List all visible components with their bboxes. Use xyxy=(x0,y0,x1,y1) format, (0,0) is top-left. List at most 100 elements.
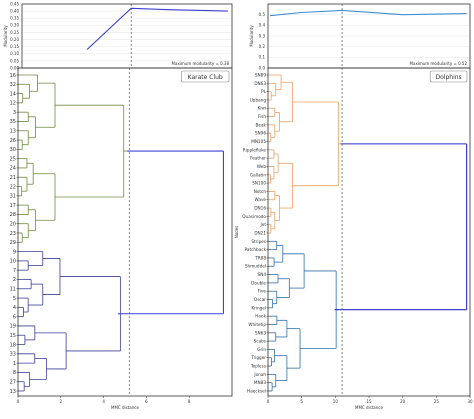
dolphins-dendrogram-leaf-label: Web xyxy=(257,164,266,169)
karate-dendrogram-leaf-label: 20 xyxy=(10,221,16,227)
dolphins-dendrogram-leaf-label: Topless xyxy=(250,364,266,369)
dolphins-dendrogram-ylabel: Nodes xyxy=(234,226,239,239)
karate-dendrogram-leaf-label: 14 xyxy=(10,91,16,97)
dolphins-dendrogram-title: Dolphins xyxy=(436,74,462,81)
karate-dendrogram-xlabel: MMC distance xyxy=(111,405,139,410)
dolphins-dendrogram-leaf-label: Five xyxy=(258,289,267,294)
dolphins-dendrogram-leaf-label: DN16 xyxy=(254,206,266,211)
karate-dendrogram-xtick-label: 8 xyxy=(188,399,191,404)
dolphins-modularity-ytick-label: 0.3 xyxy=(259,33,266,38)
karate-dendrogram-leaf-label: 1 xyxy=(13,361,16,367)
dolphins-dendrogram-leaf-label: Scabs xyxy=(254,339,266,344)
karate-dendrogram-leaf-label: 11 xyxy=(10,287,16,293)
dolphins-dendrogram-leaf-label: Haecksel xyxy=(247,388,266,393)
dendrogram-lines-layer xyxy=(18,4,468,396)
karate-dendrogram-title-box xyxy=(181,70,230,83)
dolphins-dendrogram-leaf-label: Stripes xyxy=(251,239,266,244)
dolphins-modularity-max-annotation: Maximum modularity = 0.52 xyxy=(410,61,468,66)
karate-modularity-ytick-label: 0.05 xyxy=(10,58,19,63)
karate-dendrogram-leaf-label: 2 xyxy=(13,277,16,283)
karate-dendrogram-leaf-label: 8 xyxy=(13,370,16,376)
dolphins-dendrogram-leaf-label: MN105 xyxy=(251,139,266,144)
dolphins-dendrogram-leaf-label: SN89 xyxy=(255,72,266,77)
dolphins-modularity-ytick-label: 0.2 xyxy=(259,44,266,49)
karate-dendrogram-leaf-label: 12 xyxy=(10,101,16,107)
dolphins-dendrogram-leaf-label: Quasimodo xyxy=(242,214,266,219)
karate-dendrogram-leaf-label: 32 xyxy=(10,82,16,88)
karate-dendrogram-leaf-label: 4 xyxy=(13,305,16,311)
karate-dendrogram-leaf-label: 31 xyxy=(10,194,16,200)
dolphins-dendrogram-leaf-label: Patchback xyxy=(245,247,267,252)
karate-modularity-ytick-label: 0.35 xyxy=(10,16,19,21)
karate-dendrogram-leaf-label: 26 xyxy=(10,138,16,144)
dolphins-dendrogram-leaf-label: DN63 xyxy=(254,81,266,86)
karate-dendrogram-leaf-label: 35 xyxy=(10,119,16,125)
dolphins-dendrogram-leaf-label: TR88 xyxy=(254,255,266,260)
karate-dendrogram-leaf-label: 13 xyxy=(10,389,16,395)
karate-dendrogram-leaf-label: 22 xyxy=(10,184,16,190)
dolphins-dendrogram-xtick-label: 15 xyxy=(366,399,372,404)
axes-frames-layer xyxy=(16,3,471,398)
karate-modularity-ytick-label: 0.20 xyxy=(10,37,19,42)
karate-dendrogram-leaf-label: 24 xyxy=(10,166,16,172)
dolphins-dendrogram-leaf-label: Grin xyxy=(257,347,266,352)
karate-dendrogram-leaf-label: 25 xyxy=(10,156,16,162)
dolphins-dendrogram-leaf-label: Gallatin xyxy=(250,172,267,177)
dolphins-modularity-ytick-label: 0.1 xyxy=(259,55,266,60)
dolphins-dendrogram-leaf-label: Jonah xyxy=(253,372,266,377)
dolphins-dendrogram-leaf-label: Oscar xyxy=(254,297,266,302)
dolphins-dendrogram-leaf-label: Upbang xyxy=(250,97,267,102)
dolphins-dendrogram-xtick-label: 30 xyxy=(467,399,473,404)
dolphins-dendrogram-leaf-label: Whitetip xyxy=(248,322,266,327)
karate-modularity-ytick-label: 0.30 xyxy=(10,23,19,28)
karate-modularity-ytick-label: 0.40 xyxy=(10,9,19,14)
dolphins-dendrogram-xtick-label: 5 xyxy=(300,399,303,404)
karate-dendrogram-leaf-label: 9 xyxy=(13,249,16,255)
dolphins-modularity-ytick-label: 0.4 xyxy=(259,23,266,28)
karate-modularity-ytick-label: 0.10 xyxy=(10,51,19,56)
karate-dendrogram-leaf-label: 21 xyxy=(10,175,16,181)
karate-dendrogram-leaf-label: 30 xyxy=(10,147,16,153)
karate-dendrogram-leaf-label: 28 xyxy=(10,212,16,218)
dolphins-dendrogram-leaf-label: Trigger xyxy=(251,355,267,360)
dolphins-dendrogram-xtick-label: 10 xyxy=(333,399,339,404)
karate-dendrogram-leaf-label: 23 xyxy=(10,231,16,237)
dolphins-dendrogram-leaf-label: SN96 xyxy=(255,131,266,136)
dolphins-dendrogram-leaf-label: Shmuddel xyxy=(245,264,266,269)
dolphins-dendrogram-leaf-label: SN4 xyxy=(258,272,267,277)
karate-dendrogram-frame xyxy=(17,67,233,397)
karate-dendrogram-leaf-label: 16 xyxy=(10,73,16,79)
karate-modularity-max-annotation: Maximum modularity = 0.38 xyxy=(172,61,230,66)
dolphins-dendrogram-leaf-label: MN83 xyxy=(254,380,266,385)
dolphins-dendrogram-leaf-label: Notch xyxy=(254,189,267,194)
dolphins-dendrogram-leaf-label: Beak xyxy=(256,122,267,127)
karate-dendrogram-leaf-label: 27 xyxy=(10,379,16,385)
dolphins-dendrogram-leaf-label: Hook xyxy=(255,314,266,319)
karate-modularity-ytick-label: 0.25 xyxy=(10,30,19,35)
dolphins-modularity-ytick-label: 0.5 xyxy=(259,12,266,17)
dolphins-modularity-ylabel: Modularity xyxy=(249,25,254,47)
dolphins-dendrogram-xlabel: MMC distance xyxy=(355,405,383,410)
karate-dendrogram-leaf-label: 33 xyxy=(10,352,16,358)
dolphins-modularity-ytick-label: 0.0 xyxy=(259,65,266,70)
karate-dendrogram-leaf-label: 7 xyxy=(13,268,16,274)
karate-dendrogram-leaf-label: 29 xyxy=(10,240,16,246)
dolphins-dendrogram-leaf-label: Feather xyxy=(250,156,266,161)
dolphins-dendrogram-leaf-label: Jet xyxy=(260,222,267,227)
karate-dendrogram-title: Karate Club xyxy=(188,74,223,81)
karate-dendrogram-xtick-label: 4 xyxy=(102,399,105,404)
dolphins-dendrogram-leaf-label: SN100 xyxy=(252,181,266,186)
karate-dendrogram-leaf-label: 6 xyxy=(13,314,16,320)
dolphins-dendrogram-leaf-label: DN21 xyxy=(254,230,266,235)
karate-modularity-ylabel: Modularity xyxy=(3,25,8,47)
dolphins-dendrogram-title-box xyxy=(429,70,468,83)
dolphins-dendrogram-leaf-label: Double xyxy=(251,280,266,285)
karate-dendrogram-leaf-label: 19 xyxy=(10,324,16,330)
karate-dendrogram-leaf-label: 3 xyxy=(13,110,16,116)
karate-modularity-modularity-line xyxy=(86,7,228,50)
karate-modularity-ytick-label: 0.00 xyxy=(10,65,19,70)
karate-dendrogram-xtick-label: 0 xyxy=(17,399,20,404)
dolphins-dendrogram-leaf-label: Wave xyxy=(255,197,267,202)
dolphins-dendrogram-frame xyxy=(267,67,471,397)
